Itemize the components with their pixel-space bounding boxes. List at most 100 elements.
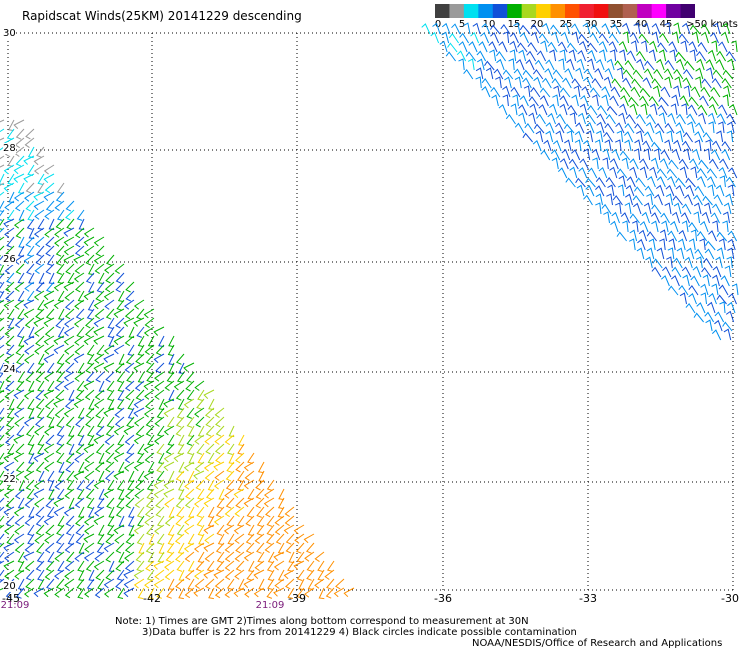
wind-barb: [184, 569, 195, 581]
wind-barb: [75, 389, 85, 401]
wind-barb: [116, 497, 125, 509]
wind-barb: [164, 560, 175, 571]
wind-barb: [723, 328, 732, 341]
wind-barb: [216, 560, 225, 572]
wind-barb: [26, 263, 35, 275]
wind-barb: [598, 166, 608, 179]
wind-barb: [728, 103, 738, 116]
wind-barb: [4, 551, 15, 562]
wind-barb: [54, 380, 65, 392]
wind-barb: [183, 398, 195, 409]
wind-barb: [46, 362, 55, 374]
wind-barb: [204, 578, 215, 590]
wind-barb: [265, 533, 275, 545]
wind-barb: [0, 569, 5, 581]
wind-barb: [639, 87, 651, 98]
wind-barb: [63, 407, 75, 418]
wind-barb: [133, 299, 145, 310]
wind-barb: [601, 203, 612, 215]
wind-barb: [530, 31, 539, 44]
wind-barb: [514, 76, 522, 89]
wind-swath-west: [0, 119, 355, 600]
wind-barb: [164, 497, 175, 508]
wind-barb: [65, 200, 75, 212]
wind-barb: [214, 434, 225, 445]
wind-barb: [547, 112, 556, 125]
wind-barb: [136, 452, 145, 464]
wind-barb: [235, 560, 245, 572]
wind-barb: [113, 524, 125, 535]
wind-barb: [731, 40, 738, 53]
wind-barb: [74, 245, 85, 257]
wind-barb: [203, 461, 215, 472]
wind-barb: [175, 497, 185, 509]
wind-barb: [532, 69, 544, 80]
wind-barb: [726, 113, 736, 125]
wind-barb: [723, 85, 731, 98]
wind-barb: [564, 139, 572, 152]
wind-barb: [14, 362, 25, 374]
wind-barb: [704, 311, 715, 323]
wind-barb: [456, 50, 467, 62]
wind-barb: [25, 479, 35, 491]
wind-barb: [123, 425, 135, 435]
wind-barb: [84, 245, 95, 256]
wind-barb: [660, 212, 670, 224]
wind-barb: [23, 173, 35, 183]
wind-barb: [715, 256, 723, 269]
wind-barb: [95, 443, 105, 455]
wind-barb: [56, 416, 65, 428]
wind-barb: [610, 23, 621, 35]
wind-barb: [296, 587, 305, 599]
wind-barb: [636, 113, 646, 125]
wind-barb: [680, 212, 690, 224]
wind-barb: [654, 193, 663, 206]
wind-barb: [4, 263, 15, 275]
wind-barb: [0, 479, 5, 491]
wind-barb: [53, 344, 65, 354]
wind-barb: [608, 33, 619, 44]
wind-barb: [217, 533, 225, 546]
wind-barb: [113, 470, 125, 480]
wind-barb: [23, 254, 35, 265]
wind-barb: [585, 114, 596, 125]
wind-barb: [203, 497, 215, 508]
wind-barb: [698, 159, 709, 170]
wind-barb: [227, 533, 235, 545]
colorbar-label: 0: [434, 19, 442, 30]
wind-barb: [679, 166, 688, 179]
wind-barb: [155, 344, 165, 356]
wind-barb: [518, 112, 526, 125]
wind-barb: [74, 344, 85, 356]
wind-barb: [3, 164, 15, 175]
wind-barb: [33, 317, 45, 327]
wind-barb: [6, 272, 15, 284]
wind-barb: [606, 105, 618, 116]
wind-barb: [727, 247, 735, 260]
wind-barb: [710, 149, 721, 161]
wind-barb: [722, 220, 729, 233]
wind-barb: [28, 443, 35, 456]
wind-barb: [704, 248, 715, 260]
wind-barb: [54, 587, 65, 598]
wind-barb: [640, 103, 648, 116]
wind-barb: [147, 551, 155, 564]
wind-barb: [64, 308, 75, 320]
wind-barb: [78, 506, 85, 519]
wind-barb: [609, 49, 617, 62]
wind-barb: [571, 78, 582, 89]
wind-barb: [468, 41, 478, 53]
wind-barb: [187, 425, 195, 438]
wind-barb: [43, 290, 55, 301]
wind-barb: [56, 209, 65, 221]
wind-barb: [690, 229, 698, 242]
wind-barb: [510, 103, 518, 116]
wind-barb: [306, 560, 315, 572]
wind-barb: [706, 67, 714, 80]
wind-barb: [626, 176, 636, 188]
wind-barb: [25, 425, 35, 437]
wind-barb: [727, 184, 735, 197]
wind-barb: [16, 353, 25, 365]
wind-barb: [44, 398, 55, 410]
wind-barb: [68, 425, 75, 438]
